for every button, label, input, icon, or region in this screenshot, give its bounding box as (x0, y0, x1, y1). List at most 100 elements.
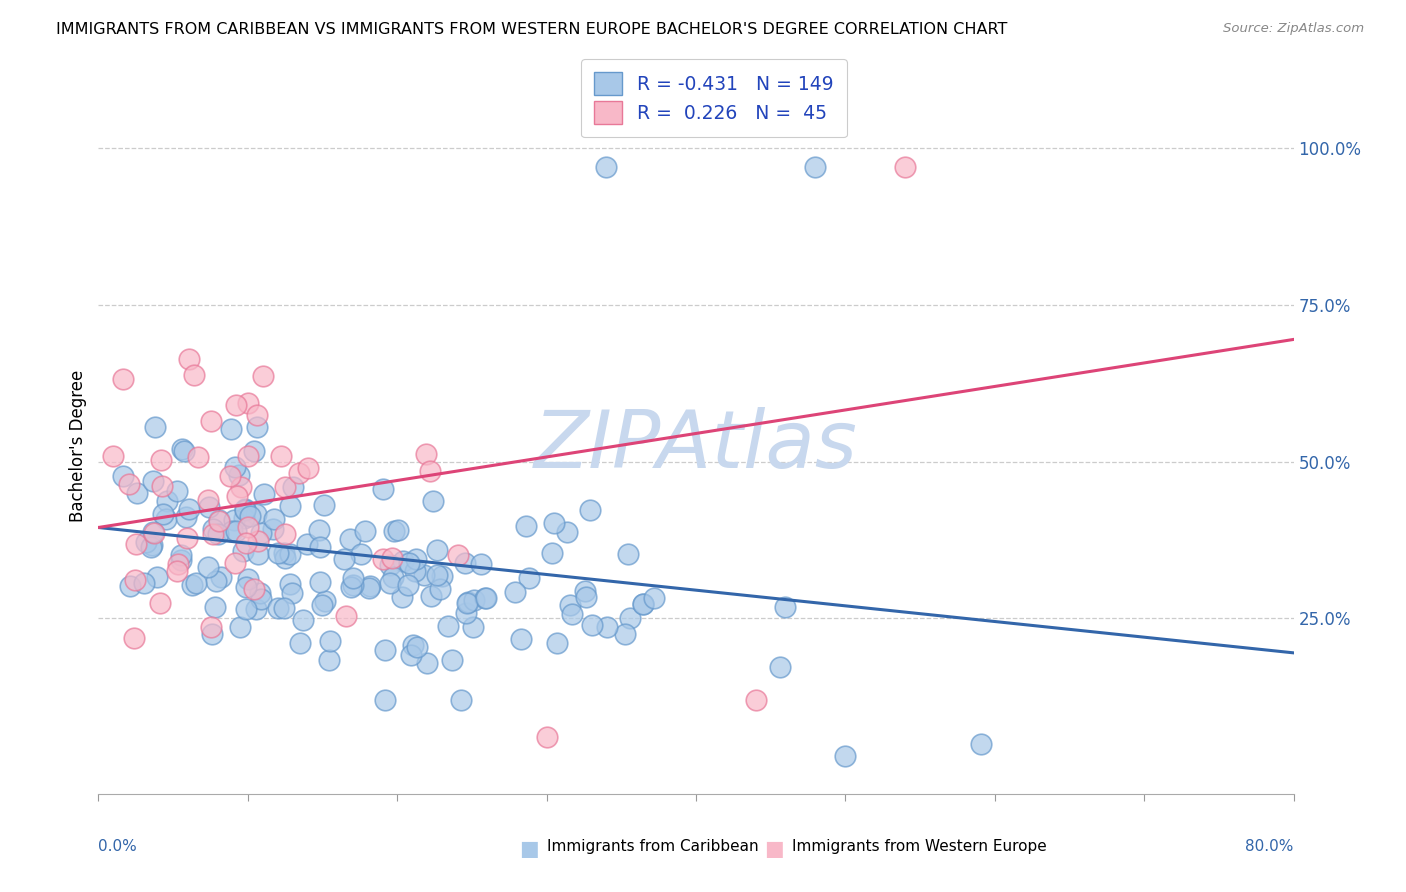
Point (396, 577, 419, 591)
Point (273, 545, 295, 559)
Point (517, 572, 540, 586)
Point (297, 461, 319, 475)
Point (155, 512, 177, 526)
Point (350, 547, 373, 561)
Point (555, 524, 578, 539)
Point (142, 525, 165, 540)
Point (235, 602, 257, 616)
Text: 80.0%: 80.0% (1246, 839, 1294, 855)
Point (207, 513, 229, 527)
Point (894, 160, 917, 174)
Point (166, 557, 188, 571)
Point (201, 627, 224, 641)
Point (575, 590, 598, 604)
Point (309, 540, 332, 554)
Point (619, 611, 641, 625)
Point (430, 569, 453, 583)
Point (574, 584, 596, 599)
Point (176, 531, 198, 545)
Point (617, 547, 640, 561)
Point (187, 450, 209, 464)
Point (142, 474, 165, 488)
Point (308, 523, 330, 537)
Point (381, 550, 404, 565)
Point (235, 536, 257, 550)
Point (457, 595, 479, 609)
Point (353, 524, 375, 538)
Point (229, 480, 252, 494)
Legend: R = -0.431   N = 149, R =  0.226   N =  45: R = -0.431 N = 149, R = 0.226 N = 45 (581, 59, 846, 137)
Point (150, 479, 173, 493)
Point (236, 395, 259, 409)
Point (166, 564, 188, 578)
Point (238, 572, 260, 586)
Point (309, 574, 332, 589)
Point (546, 636, 568, 650)
Point (134, 575, 156, 590)
Point (204, 599, 226, 614)
Point (118, 477, 141, 491)
Point (470, 558, 492, 572)
Point (229, 619, 252, 633)
Point (209, 570, 232, 584)
Point (413, 568, 436, 582)
Point (233, 502, 256, 516)
Point (288, 636, 311, 650)
Point (250, 591, 273, 606)
Point (225, 398, 247, 412)
Point (399, 648, 422, 663)
Point (111, 372, 134, 386)
Point (474, 591, 496, 605)
Point (222, 513, 245, 527)
Point (440, 653, 463, 667)
Point (224, 460, 246, 475)
Point (267, 601, 290, 615)
Point (135, 534, 157, 549)
Point (454, 607, 477, 621)
Text: ■: ■ (763, 839, 783, 859)
Point (200, 414, 222, 428)
Point (281, 480, 304, 494)
Point (166, 483, 188, 498)
Point (174, 510, 197, 524)
Point (503, 585, 526, 599)
Point (103, 450, 125, 464)
Point (295, 537, 318, 551)
Point (381, 570, 404, 584)
Point (145, 419, 167, 434)
Point (150, 453, 173, 467)
Point (631, 597, 654, 611)
Point (429, 582, 451, 596)
Point (339, 532, 361, 546)
Point (233, 511, 256, 525)
Point (745, 693, 768, 707)
Point (239, 509, 262, 524)
Point (263, 511, 285, 525)
Point (382, 524, 405, 538)
Point (125, 486, 148, 500)
Point (146, 570, 169, 584)
Point (273, 601, 295, 615)
Text: ZIPAtlas: ZIPAtlas (534, 407, 858, 485)
Point (333, 551, 356, 566)
Point (404, 564, 426, 578)
Point (122, 631, 145, 645)
Point (281, 586, 304, 600)
Point (419, 590, 441, 604)
Point (226, 489, 249, 503)
Point (969, 737, 991, 751)
Point (405, 640, 427, 654)
Point (233, 502, 256, 516)
Point (398, 556, 420, 570)
Point (243, 582, 266, 597)
Text: Immigrants from Caribbean: Immigrants from Caribbean (547, 839, 758, 855)
Point (380, 558, 402, 572)
Point (274, 480, 297, 494)
Point (224, 556, 246, 570)
Point (243, 443, 266, 458)
Point (125, 537, 148, 551)
Point (561, 607, 583, 622)
Point (541, 546, 564, 560)
Point (236, 449, 259, 463)
Point (120, 579, 142, 593)
